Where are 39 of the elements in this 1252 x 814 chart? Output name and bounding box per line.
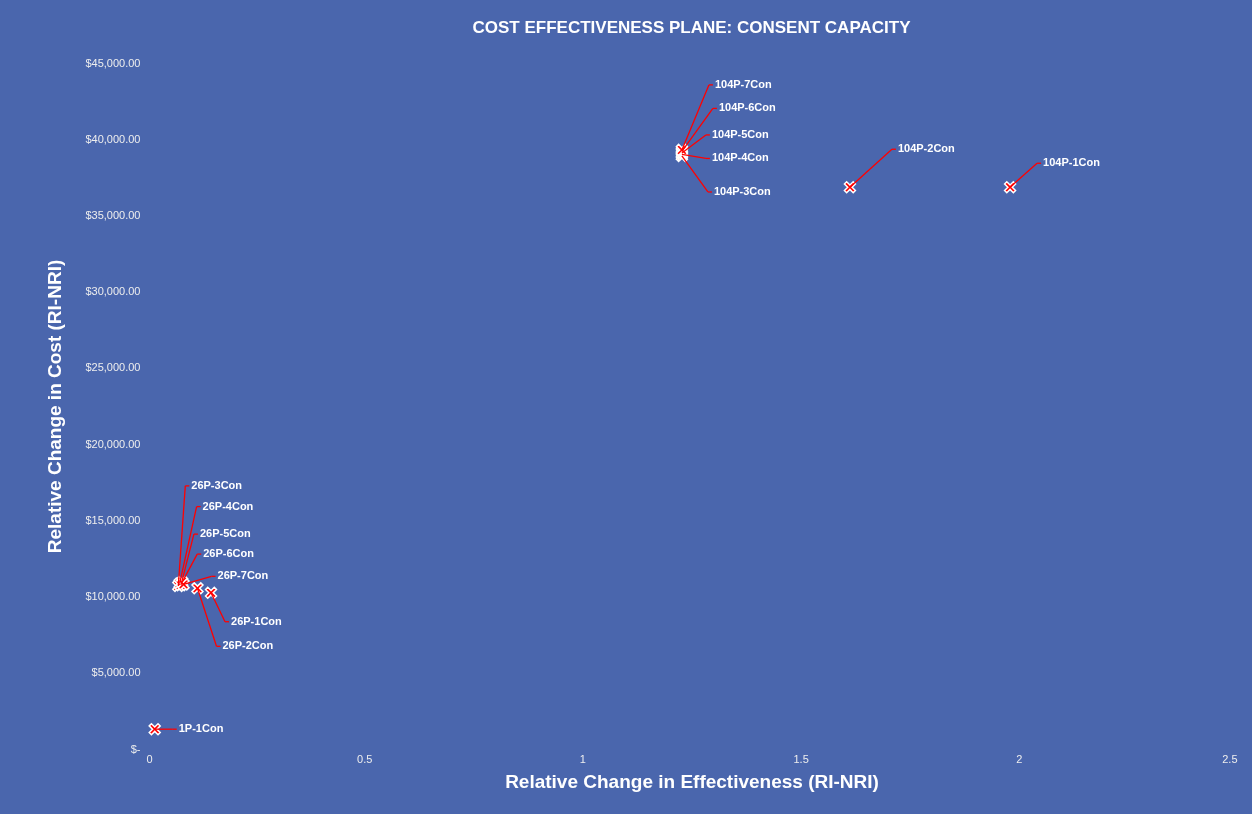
y-axis-title: Relative Change in Cost (RI-NRI) — [44, 259, 66, 554]
annotation: 104P-4Con — [711, 151, 770, 164]
annotation: 26P-1Con — [231, 614, 283, 627]
annotation: 104P-7Con — [714, 77, 773, 90]
point — [204, 586, 218, 599]
annotation: 26P-5Con — [199, 527, 251, 540]
y-tick-label: $15,000.00 — [85, 513, 141, 526]
y-tick-label: $20,000.00 — [85, 437, 141, 450]
y-tick-label: $40,000.00 — [85, 132, 141, 145]
annotation: 26P-4Con — [202, 499, 254, 512]
x-tick-label: 1.5 — [793, 752, 809, 765]
y-tick-label: $10,000.00 — [85, 590, 141, 603]
point — [1003, 181, 1017, 194]
x-axis-title: Relative Change in Effectiveness (RI-NRI) — [505, 770, 879, 792]
annotation: 104P-5Con — [711, 127, 770, 140]
y-tick-label: $45,000.00 — [85, 56, 141, 69]
annotation: 26P-2Con — [222, 639, 274, 652]
annotation: 104P-2Con — [897, 142, 956, 155]
y-tick-label: $30,000.00 — [85, 285, 141, 298]
point — [843, 181, 857, 194]
x-tick-label: 2.5 — [1222, 752, 1238, 765]
y-tick-label: $25,000.00 — [85, 361, 141, 374]
x-tick-label: 2 — [1016, 752, 1023, 765]
y-tick-label: $5,000.00 — [91, 666, 141, 679]
chart-title: COST EFFECTIVENESS PLANE: CONSENT CAPACITY — [472, 18, 912, 37]
x-tick-label: 1 — [579, 752, 586, 765]
annotation: 104P-3Con — [713, 184, 772, 197]
annotation: 26P-3Con — [191, 478, 243, 491]
annotation: 104P-1Con — [1043, 156, 1101, 169]
annotation: 26P-6Con — [203, 547, 255, 560]
point — [148, 722, 161, 736]
x-tick-label: 0 — [146, 752, 153, 765]
y-tick-label: $- — [130, 742, 141, 755]
x-tick-label: 0.5 — [357, 752, 373, 765]
annotation: 26P-7Con — [217, 569, 269, 582]
annotation: 1P-1Con — [178, 722, 224, 735]
annotation: 104P-6Con — [718, 101, 777, 114]
point — [191, 582, 204, 595]
y-tick-label: $35,000.00 — [85, 208, 141, 221]
